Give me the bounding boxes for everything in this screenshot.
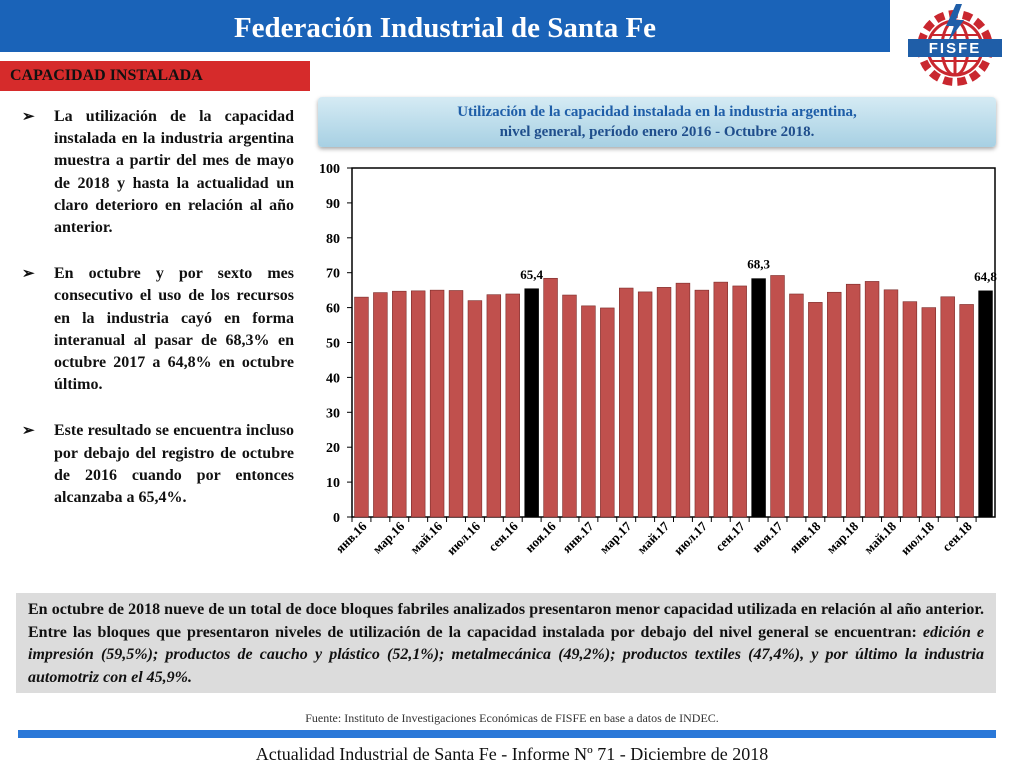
fisfe-logo: FISFE [908, 4, 1002, 86]
data-label: 65,4 [520, 267, 543, 282]
x-tick-label: ноя.17 [749, 518, 786, 555]
x-tick-label: июл.18 [898, 518, 938, 558]
bar [600, 307, 615, 518]
x-tick-label: сен.16 [485, 518, 521, 554]
bar [845, 283, 861, 518]
y-tick-label: 80 [326, 232, 340, 247]
bar [429, 289, 445, 518]
y-tick-label: 30 [326, 406, 340, 421]
bar [448, 290, 464, 518]
bar [902, 301, 918, 518]
bar [373, 292, 388, 518]
summary-bold-text: En octubre de 2018 nueve de un total de … [28, 601, 984, 641]
bar [732, 285, 747, 518]
bullet-list: ➢ La utilización de la capacidad instala… [22, 106, 294, 533]
x-tick-label: сен.17 [712, 518, 748, 554]
bar [637, 291, 653, 518]
summary-box: En octubre de 2018 nueve de un total de … [16, 593, 996, 693]
y-tick-label: 90 [326, 197, 340, 212]
y-tick-label: 60 [326, 302, 340, 317]
bar [467, 300, 483, 518]
section-label-text: CAPACIDAD INSTALADA [10, 67, 203, 84]
bar [656, 287, 672, 518]
bar [410, 290, 426, 518]
bar [770, 275, 785, 518]
bar [978, 290, 993, 518]
bar [486, 294, 502, 518]
logo-text: FISFE [929, 40, 982, 57]
x-tick-label: янв.18 [786, 518, 824, 556]
capacity-bar-chart: 010203040506070809010065,468,364,8янв.16… [319, 162, 997, 558]
x-tick-label: мар.17 [596, 518, 634, 556]
bar [864, 281, 880, 518]
bar [789, 293, 804, 518]
chart-title-box: Utilización de la capacidad instalada en… [318, 97, 996, 147]
x-tick-label: июл.17 [671, 518, 711, 558]
bar [713, 281, 728, 518]
y-tick-label: 40 [326, 371, 340, 386]
bar [619, 287, 634, 518]
chart-title-line2: nivel general, período enero 2016 - Octu… [499, 124, 815, 140]
section-label: CAPACIDAD INSTALADA [0, 61, 310, 91]
x-tick-label: май.18 [861, 518, 900, 557]
bar [751, 278, 766, 518]
bar [581, 305, 596, 518]
bar [883, 289, 899, 518]
x-tick-label: мар.18 [823, 518, 861, 556]
bar [562, 294, 577, 518]
x-tick-label: ноя.16 [522, 518, 559, 555]
chart-title-line1: Utilización de la capacidad instalada en… [457, 104, 857, 120]
bullet-item: ➢ La utilización de la capacidad instala… [22, 108, 294, 237]
data-label: 68,3 [747, 257, 770, 272]
bar [827, 291, 842, 518]
footer-text: Actualidad Industrial de Santa Fe - Info… [255, 744, 769, 764]
lightning-icon [946, 4, 964, 42]
bar [921, 307, 937, 518]
arrow-bullet-icon: ➢ [22, 423, 35, 440]
arrow-bullet-icon: ➢ [22, 266, 35, 283]
summary-italic-text: edición e impresión (59,5%); productos d… [28, 623, 985, 686]
page-title: Federación Industrial de Santa Fe [233, 12, 657, 44]
bullet-item: ➢ Este resultado se encuentra incluso po… [22, 422, 294, 507]
bar [505, 293, 520, 518]
y-tick-label: 70 [326, 267, 340, 282]
bar [675, 282, 691, 518]
bar [524, 288, 539, 518]
bar [392, 290, 407, 518]
y-tick-label: 100 [319, 162, 340, 177]
x-tick-label: янв.17 [559, 518, 597, 556]
bar [354, 296, 369, 518]
plot-area [351, 167, 996, 518]
bar [543, 277, 558, 518]
x-tick-label: июл.16 [444, 518, 484, 558]
x-tick-label: май.17 [634, 518, 673, 557]
header-bar [0, 0, 890, 52]
bar [959, 304, 974, 518]
x-tick-label: сен.18 [939, 518, 975, 554]
x-tick-label: май.16 [407, 518, 446, 557]
y-tick-label: 20 [326, 441, 340, 456]
y-tick-label: 50 [326, 337, 340, 352]
bar [940, 296, 955, 518]
data-label: 64,8 [974, 269, 997, 284]
source-note: Fuente: Instituto de Investigaciones Eco… [305, 711, 719, 725]
footer-divider [18, 730, 996, 738]
x-tick-label: мар.16 [369, 518, 407, 556]
bar [808, 302, 823, 518]
y-tick-label: 10 [326, 476, 340, 491]
bullet-item: ➢ En octubre y por sexto mes consecutivo… [22, 265, 294, 394]
y-tick-label: 0 [333, 511, 340, 526]
arrow-bullet-icon: ➢ [22, 109, 35, 125]
bar [694, 289, 710, 518]
